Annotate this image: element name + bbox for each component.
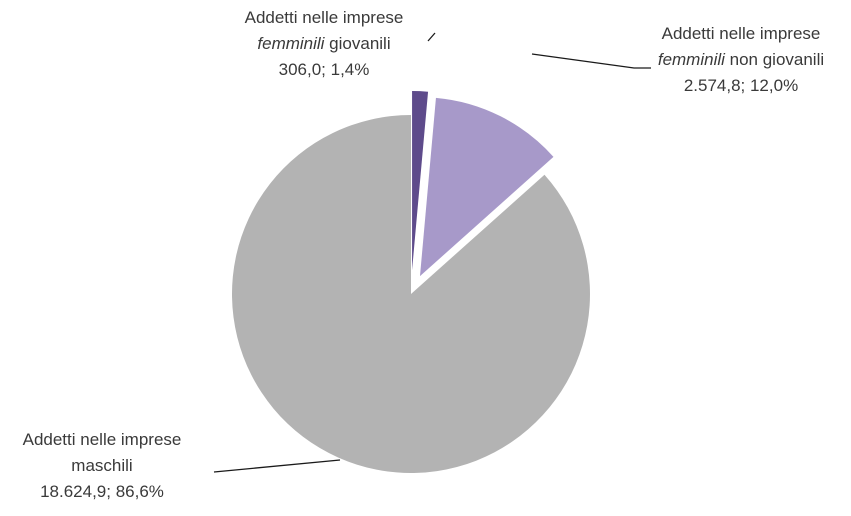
- leader-line-maschili: [213, 459, 341, 473]
- leader-line-femminili-non-giovanili: [531, 53, 651, 69]
- pie-slice-maschili: [231, 115, 590, 473]
- slice-label-femminili-non-giovanili: Addetti nelle imprese femminili non giov…: [636, 21, 846, 99]
- label-line-2: femminili giovanili: [257, 34, 391, 53]
- slice-label-femminili-giovanili: Addetti nelle imprese femminili giovanil…: [224, 5, 424, 83]
- label-line-3: 306,0; 1,4%: [278, 60, 370, 79]
- label-line-1: Addetti nelle imprese: [244, 8, 404, 27]
- pie-slice-femminili-non-giovanili: [419, 97, 554, 277]
- label-line-1: Addetti nelle imprese: [22, 430, 182, 449]
- label-italic-word: femminili: [257, 34, 325, 53]
- leader-line-femminili-giovanili: [427, 32, 436, 42]
- label-line-3: 2.574,8; 12,0%: [683, 76, 799, 95]
- slice-label-maschili: Addetti nelle imprese maschili 18.624,9;…: [2, 427, 202, 505]
- label-line-2: maschili: [71, 456, 133, 475]
- label-line-3: 18.624,9; 86,6%: [40, 482, 164, 501]
- pie-slice-femminili-giovanili: [412, 91, 429, 271]
- label-line-2: femminili non giovanili: [657, 50, 825, 69]
- label-line-1: Addetti nelle imprese: [661, 24, 821, 43]
- label-italic-word: femminili: [657, 50, 725, 69]
